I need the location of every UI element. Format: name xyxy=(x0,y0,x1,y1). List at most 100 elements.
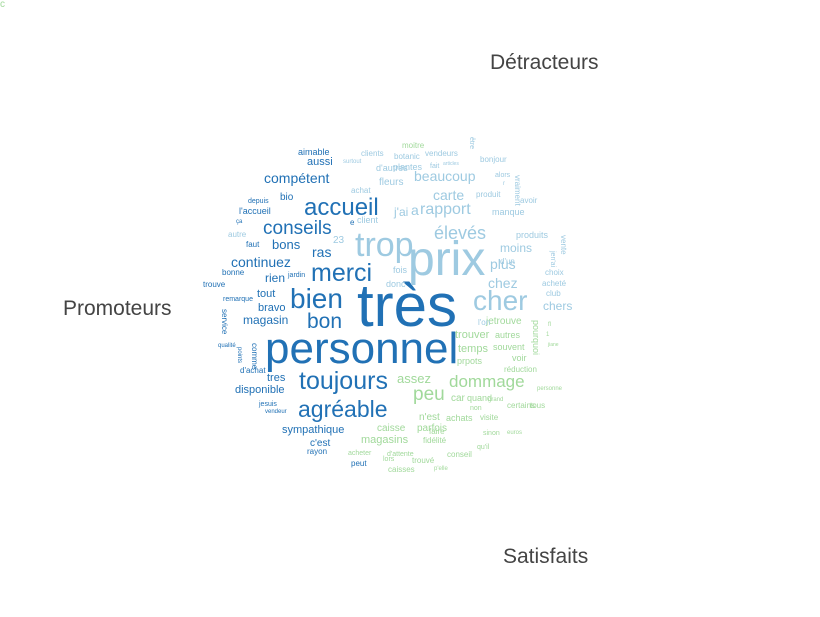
group-label-satisfaits: Satisfaits xyxy=(503,545,589,568)
cloud-word: très xyxy=(357,272,458,339)
cloud-word: clients xyxy=(361,149,384,158)
cloud-word: lors xyxy=(383,456,395,463)
cloud-word: conseils xyxy=(263,218,332,239)
cloud-word: magasin xyxy=(243,313,289,327)
cloud-word: rien xyxy=(265,271,286,285)
cloud-word: manque xyxy=(492,207,525,217)
cloud-word: moitre xyxy=(402,141,425,150)
cloud-word: bravo xyxy=(258,302,286,314)
cloud-word: dommage xyxy=(449,372,525,391)
cloud-word: quand xyxy=(467,393,493,403)
cloud-word: l'accueil xyxy=(239,206,271,216)
cloud-word: tous xyxy=(530,401,546,410)
cloud-word: aimable xyxy=(298,147,330,157)
cloud-word: c'est xyxy=(310,438,331,449)
cloud-word: vraiment xyxy=(513,175,522,206)
cloud-word: vendeurs xyxy=(425,149,458,158)
cloud-word: d'achat xyxy=(240,366,266,375)
cloud-word: continuez xyxy=(231,254,291,270)
cloud-word: parfois xyxy=(417,423,448,434)
cloud-word: élevés xyxy=(434,223,487,243)
cloud-word: être xyxy=(468,137,475,150)
cloud-word: remarque xyxy=(223,296,253,303)
cloud-word: acheté xyxy=(542,279,567,288)
cloud-word: trouvé xyxy=(412,456,435,465)
cloud-word: bien xyxy=(290,283,343,314)
cloud-word: avoir xyxy=(520,196,538,205)
cloud-word: club xyxy=(546,289,561,298)
cloud-word: euros xyxy=(507,430,523,436)
cloud-word: bon xyxy=(307,310,343,333)
cloud-word: souvent xyxy=(493,342,525,352)
cloud-word: depuis xyxy=(248,198,269,205)
cloud-word: bonjour xyxy=(480,155,507,164)
cloud-word: trop xyxy=(355,226,414,264)
cloud-word: jiane xyxy=(548,342,559,348)
cloud-word: e xyxy=(350,218,355,227)
cloud-word: faut xyxy=(246,240,260,249)
cloud-word: non xyxy=(470,405,482,412)
cloud-word: comme xyxy=(250,343,259,370)
cloud-word: trouve xyxy=(203,280,226,289)
cloud-word: qu'il xyxy=(477,444,490,451)
cloud-word: grand xyxy=(488,397,504,403)
cloud-word: caisses xyxy=(388,465,415,474)
cloud-word: ça xyxy=(236,219,243,225)
cloud-word: produits xyxy=(516,230,549,240)
cloud-word: merci xyxy=(311,259,373,287)
cloud-word: sinon xyxy=(483,430,500,437)
cloud-word: tres xyxy=(267,372,286,384)
cloud-word: assez xyxy=(397,371,431,386)
cloud-word: disponible xyxy=(235,384,285,396)
cloud-word: achat xyxy=(351,186,371,195)
cloud-word: botanic xyxy=(394,152,420,161)
cloud-word: beaucoup xyxy=(414,168,476,184)
cloud-word: personne xyxy=(537,386,563,392)
cloud-word: alors xyxy=(495,172,511,179)
cloud-word: 23 xyxy=(333,235,345,246)
cloud-word: réduction xyxy=(504,365,537,374)
cloud-word: faire xyxy=(429,427,445,436)
cloud-word: produit xyxy=(476,190,501,199)
cloud-word: service xyxy=(220,309,229,335)
cloud-word: jetrouve xyxy=(486,316,522,327)
cloud-word: l'on xyxy=(478,318,491,327)
cloud-word: visite xyxy=(480,413,499,422)
cloud-word: jen'ai xyxy=(549,251,556,268)
group-label-detracteurs: Détracteurs xyxy=(490,51,599,74)
cloud-word: carte xyxy=(433,187,465,203)
cloud-word: voir xyxy=(512,353,527,363)
cloud-word: surtout xyxy=(343,159,362,165)
cloud-word: choix xyxy=(545,268,564,277)
cloud-word: prpots xyxy=(457,356,483,366)
cloud-word: car xyxy=(451,393,465,404)
cloud-word: c xyxy=(0,0,5,10)
cloud-word: plantes xyxy=(393,162,423,172)
cloud-word: compétent xyxy=(264,170,330,186)
cloud-word: temps xyxy=(458,343,488,355)
cloud-word: aussi xyxy=(307,156,333,168)
cloud-word: sympathique xyxy=(282,424,345,436)
cloud-word: prix xyxy=(408,233,486,286)
cloud-word: cher xyxy=(473,285,528,316)
cloud-word: rapport xyxy=(420,201,471,218)
cloud-word: bio xyxy=(280,192,294,203)
cloud-word: vente xyxy=(559,235,568,255)
cloud-word: client xyxy=(357,215,379,225)
cloud-word: fleurs xyxy=(379,177,404,188)
cloud-word: vendeur xyxy=(265,409,287,415)
cloud-word: plus xyxy=(490,256,516,272)
cloud-word: j'ai xyxy=(394,205,409,219)
cloud-word: ras xyxy=(312,244,332,260)
group-label-promoteurs: Promoteurs xyxy=(63,297,172,320)
cloud-word: d'un xyxy=(500,257,515,266)
cloud-word: 1 xyxy=(546,332,550,338)
cloud-word: d'autres xyxy=(376,163,408,173)
cloud-word: magasins xyxy=(361,434,409,446)
cloud-word: autres xyxy=(495,330,521,340)
cloud-word: bons xyxy=(272,237,301,252)
cloud-word: jesuis xyxy=(259,401,277,408)
cloud-word: autre xyxy=(228,230,247,239)
cloud-word: accueil xyxy=(304,194,379,221)
cloud-word: agréable xyxy=(298,396,388,422)
